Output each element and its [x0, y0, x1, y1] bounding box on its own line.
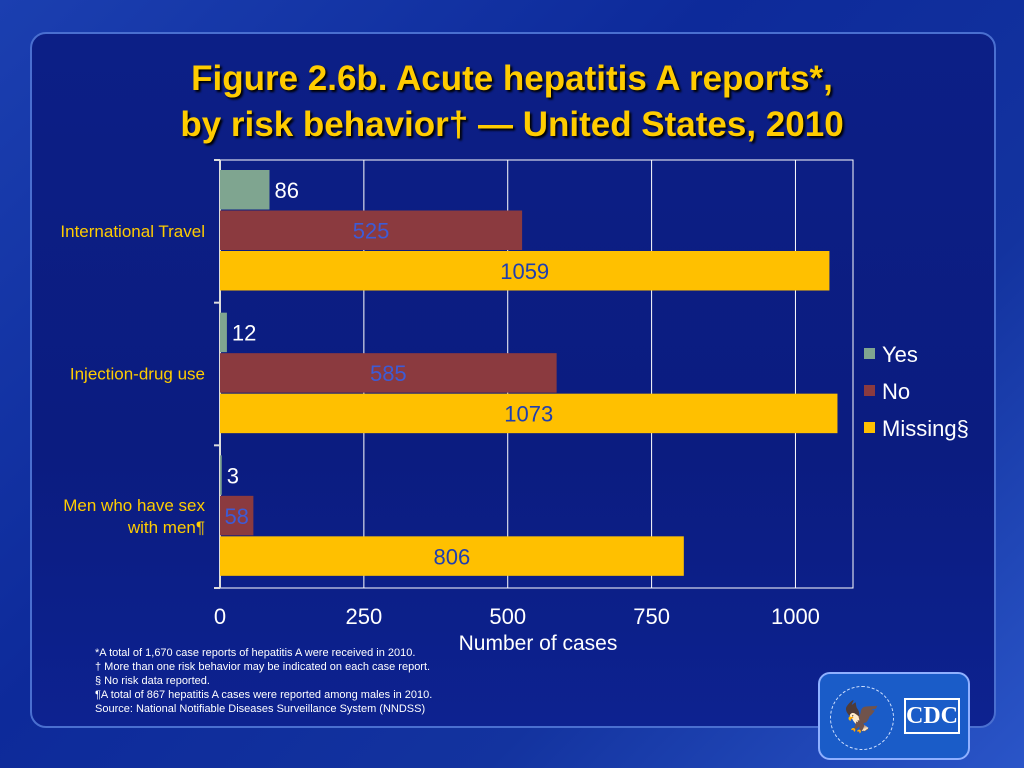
bar-yes	[220, 170, 270, 210]
hhs-seal-icon: 🦅	[830, 686, 894, 750]
category-label: International Travel	[60, 222, 205, 241]
x-axis-title: Number of cases	[459, 632, 618, 655]
footnote: § No risk data reported.	[95, 675, 210, 687]
x-tick-label: 500	[489, 604, 526, 629]
title-line-1: Figure 2.6b. Acute hepatitis A reports*,	[191, 59, 833, 98]
bar-yes	[220, 455, 222, 495]
x-tick-label: 250	[346, 604, 383, 629]
data-label: 3	[227, 463, 239, 488]
bar-yes	[220, 312, 227, 353]
x-tick-label: 0	[214, 604, 226, 629]
category-label: with men¶	[127, 518, 205, 537]
chart-title: Figure 2.6b. Acute hepatitis A reports*,…	[0, 56, 1024, 148]
legend-swatch	[864, 422, 875, 433]
category-label: Injection-drug use	[70, 364, 205, 383]
title-line-2: by risk behavior† — United States, 2010	[180, 105, 844, 144]
data-label: 12	[232, 321, 256, 346]
data-label: 525	[353, 219, 390, 244]
cdc-logo: 🦅 CDC	[818, 672, 970, 760]
footnote: † More than one risk behavior may be ind…	[95, 661, 431, 673]
bar-no	[220, 495, 254, 536]
legend-swatch	[864, 348, 875, 359]
category-label: Men who have sex	[63, 496, 205, 515]
footnotes: *A total of 1,670 case reports of hepati…	[95, 646, 432, 716]
bar-missing	[220, 251, 830, 291]
legend-label: No	[882, 379, 910, 404]
footnote: *A total of 1,670 case reports of hepati…	[95, 647, 416, 659]
legend-swatch	[864, 385, 875, 396]
x-tick-label: 1000	[771, 604, 820, 629]
footnote: Source: National Notifiable Diseases Sur…	[95, 703, 426, 715]
bar-no	[220, 353, 557, 393]
bar-no	[220, 210, 523, 250]
data-label: 1073	[504, 402, 553, 427]
x-tick-label: 750	[633, 604, 670, 629]
data-label: 1059	[500, 259, 549, 284]
data-label: 806	[434, 544, 471, 569]
legend-label: Missing§	[882, 416, 969, 441]
bar-missing	[220, 536, 684, 576]
footnote: ¶A total of 867 hepatitis A cases were r…	[95, 689, 433, 701]
cdc-logo-text: CDC	[904, 698, 960, 734]
data-label: 585	[370, 361, 407, 386]
bar-missing	[220, 393, 838, 434]
data-label: 58	[224, 504, 248, 529]
legend-label: Yes	[882, 342, 918, 367]
data-label: 86	[274, 178, 298, 203]
